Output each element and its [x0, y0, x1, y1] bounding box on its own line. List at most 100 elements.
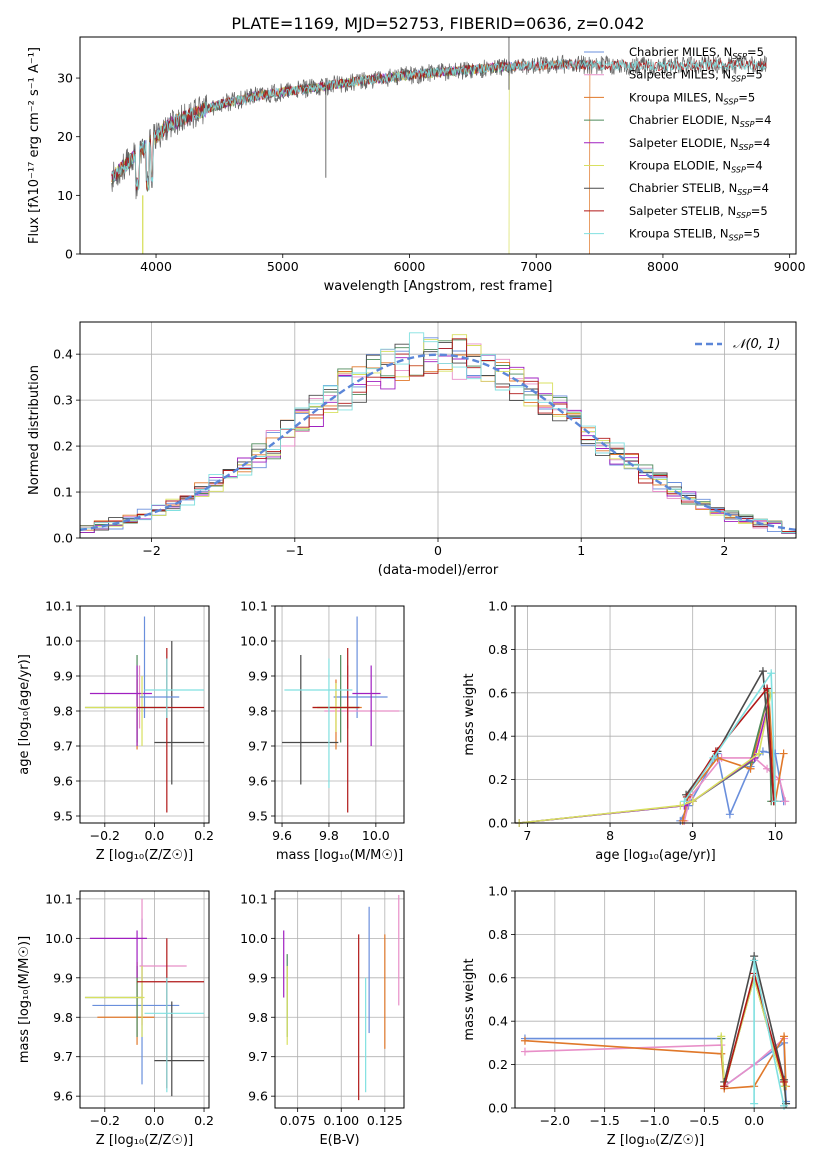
- x-tick-label: −1.0: [639, 1113, 669, 1128]
- y-tick-label: 0.4: [53, 347, 73, 362]
- figure-title: PLATE=1169, MJD=52753, FIBERID=0636, z=0…: [231, 14, 644, 33]
- y-tick-label: 10.0: [45, 931, 73, 946]
- y-tick-label: 0.3: [53, 393, 73, 408]
- mass-vs-metallicity-panel: −0.2 0.0 0.2 9.6 9.7 9.8 9.9 10.0 10.1 Z [log₁₀(Z…: [17, 890, 214, 1148]
- point-marker: [781, 797, 790, 806]
- x-axis-label: (data-model)/error: [378, 563, 499, 578]
- y-tick-label: 0: [65, 247, 73, 262]
- y-tick-label: 0.8: [488, 927, 508, 942]
- y-tick-label: 9.6: [53, 1089, 73, 1104]
- point-marker: [780, 1032, 789, 1041]
- point-marker: [780, 1101, 789, 1110]
- x-tick-label: 10: [767, 828, 783, 843]
- y-tick-label: 9.6: [53, 774, 73, 789]
- x-tick-label: −0.2: [90, 828, 120, 843]
- legend-entry: 𝒩(0, 1): [733, 337, 780, 352]
- x-tick-label: −2: [142, 543, 160, 558]
- x-tick-label: 0.0: [144, 1113, 164, 1128]
- y-tick-label: 0.0: [53, 531, 73, 546]
- y-tick-label: 10.0: [240, 931, 268, 946]
- series-line: [753, 960, 785, 1106]
- series-line: [111, 59, 591, 254]
- y-tick-label: 9.9: [248, 970, 268, 985]
- point-marker: [720, 1082, 729, 1091]
- point-marker: [725, 810, 734, 819]
- x-tick-label: 0: [434, 543, 442, 558]
- x-tick-label: 0.125: [367, 1113, 403, 1128]
- x-tick-label: 0.2: [194, 1113, 214, 1128]
- y-tick-label: 9.5: [248, 809, 268, 824]
- y-tick-label: 9.8: [248, 704, 268, 719]
- spectrum-lines: [111, 37, 767, 254]
- x-tick-label: 9.8: [319, 828, 339, 843]
- y-tick-label: 9.9: [53, 970, 73, 985]
- y-axis-label: Flux [fλ10⁻¹⁷ erg cm⁻² s⁻¹ A⁻¹]: [27, 47, 42, 244]
- point-marker: [779, 749, 788, 758]
- y-tick-label: 10.1: [240, 599, 268, 614]
- series-line: [683, 670, 777, 802]
- axes-frame: [274, 890, 405, 1109]
- y-tick-label: 9.8: [53, 704, 73, 719]
- y-tick-label: 0.2: [53, 439, 73, 454]
- axes-frame: [79, 605, 210, 824]
- mass-vs-ebv-panel: 0.075 0.100 0.125 9.6 9.7 9.8 9.9 10.0 10.1 E(B-V…: [240, 890, 405, 1148]
- y-tick-label: 1.0: [488, 884, 508, 899]
- axes-frame: [514, 890, 797, 1109]
- y-tick-label: 10.1: [240, 891, 268, 906]
- series-line: [720, 974, 785, 1087]
- x-axis-label: age [log₁₀(age/yr)]: [595, 848, 716, 863]
- x-tick-label: 1: [577, 543, 585, 558]
- y-tick-label: 9.8: [248, 1010, 268, 1025]
- legend-entry: Salpeter MILES, NSSP=5: [629, 68, 763, 84]
- x-axis-label: Z [log₁₀(Z/Z☉)]: [96, 848, 193, 863]
- x-tick-label: −1: [286, 543, 304, 558]
- y-tick-label: 30: [57, 71, 73, 86]
- y-tick-label: 9.6: [248, 1089, 268, 1104]
- y-tick-label: 20: [57, 129, 73, 144]
- x-tick-label: 2: [720, 543, 728, 558]
- x-tick-label: 9.6: [272, 828, 292, 843]
- y-tick-label: 0.8: [488, 642, 508, 657]
- y-tick-label: 0.1: [53, 485, 73, 500]
- mass-weight-vs-age-panel: 7 8 9 10 0.0 0.2 0.4 0.6 0.8 1.0 age [log₁₀(age/yr…: [462, 599, 797, 863]
- y-tick-label: 0.2: [488, 1057, 508, 1072]
- point-marker: [750, 1099, 759, 1108]
- y-tick-label: 9.9: [53, 669, 73, 684]
- y-axis-label: mass weight: [462, 673, 477, 755]
- series-line: [720, 974, 785, 1087]
- point-marker: [520, 1036, 529, 1045]
- y-tick-label: 9.7: [53, 739, 73, 754]
- y-tick-label: 10: [57, 188, 73, 203]
- y-tick-label: 10.1: [45, 891, 73, 906]
- y-axis-label: mass weight: [462, 958, 477, 1040]
- axes-frame: [79, 36, 797, 255]
- x-tick-label: −0.2: [90, 1113, 120, 1128]
- y-tick-label: 10.0: [240, 634, 268, 649]
- legend-entry: Chabrier MILES, NSSP=5: [629, 45, 764, 61]
- x-axis-label: Z [log₁₀(Z/Z☉)]: [607, 1133, 704, 1148]
- series-line: [723, 955, 787, 1104]
- age-vs-mass-panel: 9.6 9.8 10.0 9.5 9.6 9.7 9.8 9.9 10.0 10.1 mass [l…: [240, 599, 405, 863]
- axes-frame: [79, 890, 210, 1109]
- legend-entry: Kroupa ELODIE, NSSP=4: [629, 159, 763, 175]
- point-marker: [520, 1047, 529, 1056]
- y-tick-label: 0.4: [488, 1014, 508, 1029]
- x-axis-label: wavelength [Angstrom, rest frame]: [324, 279, 553, 294]
- x-tick-label: 5000: [267, 259, 299, 274]
- legend-entry: Salpeter ELODIE, NSSP=4: [629, 136, 770, 152]
- y-tick-label: 10.0: [45, 634, 73, 649]
- y-tick-label: 9.9: [248, 669, 268, 684]
- x-tick-label: −2.0: [540, 1113, 570, 1128]
- x-tick-label: 8000: [647, 259, 679, 274]
- series-line: [686, 686, 775, 802]
- x-tick-label: 9: [689, 828, 697, 843]
- axes-frame: [514, 605, 797, 824]
- spectrum-panel: 4000 5000 6000 7000 8000 9000 0 10 20 30 wavelengt…: [27, 36, 806, 294]
- x-tick-label: 0.0: [144, 828, 164, 843]
- histogram-series: [79, 332, 796, 538]
- legend-entry: Chabrier ELODIE, NSSP=4: [629, 113, 771, 129]
- y-tick-label: 0.0: [488, 816, 508, 831]
- point-marker: [717, 1032, 726, 1041]
- series-line: [111, 58, 767, 192]
